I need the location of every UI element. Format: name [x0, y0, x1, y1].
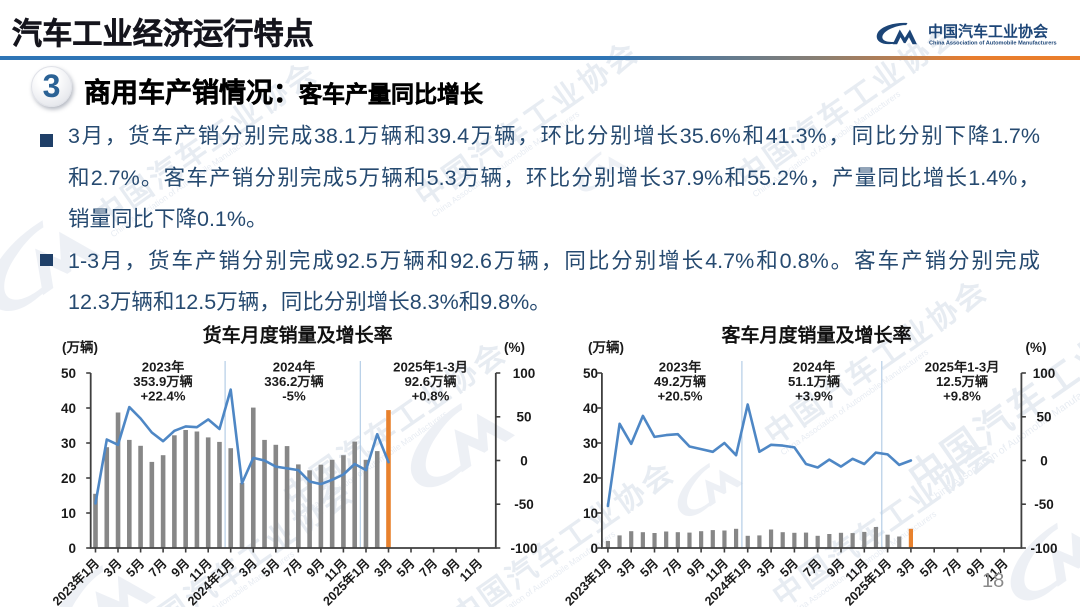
svg-text:-50: -50: [514, 497, 534, 512]
svg-text:-50: -50: [1034, 497, 1054, 512]
svg-text:5月: 5月: [777, 556, 801, 580]
svg-text:40: 40: [61, 401, 76, 416]
svg-text:2025年1-3月: 2025年1-3月: [925, 359, 1000, 375]
svg-text:336.2万辆: 336.2万辆: [264, 373, 323, 389]
svg-text:3月: 3月: [371, 556, 395, 580]
svg-text:7月: 7月: [146, 556, 170, 580]
svg-text:2025年1-3月: 2025年1-3月: [393, 359, 468, 375]
svg-text:0: 0: [68, 541, 76, 556]
svg-text:3月: 3月: [754, 556, 778, 580]
svg-text:+3.9%: +3.9%: [795, 389, 833, 404]
svg-text:(%): (%): [504, 340, 525, 355]
svg-text:5月: 5月: [259, 556, 283, 580]
svg-text:5月: 5月: [637, 556, 661, 580]
svg-text:-5%: -5%: [282, 389, 306, 404]
svg-text:20: 20: [583, 471, 598, 486]
svg-text:2024年: 2024年: [273, 359, 316, 375]
svg-text:50: 50: [583, 366, 598, 381]
svg-text:5月: 5月: [917, 556, 941, 580]
svg-text:10: 10: [61, 506, 76, 521]
svg-text:(%): (%): [1026, 340, 1047, 355]
svg-text:50: 50: [61, 366, 76, 381]
svg-text:+22.4%: +22.4%: [140, 389, 185, 404]
svg-text:+9.8%: +9.8%: [943, 389, 981, 404]
svg-text:100: 100: [1033, 366, 1056, 381]
svg-text:30: 30: [61, 436, 76, 451]
svg-text:30: 30: [583, 436, 598, 451]
svg-text:7月: 7月: [281, 556, 305, 580]
svg-text:7月: 7月: [661, 556, 685, 580]
svg-text:2023年: 2023年: [142, 359, 185, 375]
svg-text:+0.8%: +0.8%: [412, 389, 450, 404]
svg-text:中国汽车工业协会: 中国汽车工业协会: [928, 22, 1048, 40]
svg-text:51.1万辆: 51.1万辆: [788, 373, 840, 389]
svg-text:100: 100: [513, 366, 536, 381]
svg-text:China Association of Automobil: China Association of Automobile Manufact…: [929, 41, 1057, 47]
svg-text:50: 50: [1036, 410, 1051, 425]
svg-text:3月: 3月: [614, 556, 638, 580]
svg-text:(万辆): (万辆): [588, 339, 624, 355]
svg-text:7月: 7月: [801, 556, 825, 580]
svg-text:5月: 5月: [394, 556, 418, 580]
svg-text:5月: 5月: [124, 556, 148, 580]
svg-text:(万辆): (万辆): [62, 339, 98, 355]
svg-text:货车月度销量及增长率: 货车月度销量及增长率: [203, 324, 393, 347]
svg-text:92.6万辆: 92.6万辆: [404, 373, 456, 389]
svg-text:2023年: 2023年: [659, 359, 702, 375]
svg-text:客车月度销量及增长率: 客车月度销量及增长率: [721, 324, 911, 347]
svg-text:0: 0: [590, 541, 598, 556]
svg-text:2023年1月: 2023年1月: [562, 556, 615, 607]
svg-text:3月: 3月: [236, 556, 260, 580]
svg-text:10: 10: [583, 506, 598, 521]
svg-text:20: 20: [61, 471, 76, 486]
svg-text:2024年: 2024年: [793, 359, 836, 375]
svg-text:3月: 3月: [894, 556, 918, 580]
svg-text:7月: 7月: [940, 556, 964, 580]
svg-text:353.9万辆: 353.9万辆: [133, 373, 192, 389]
svg-text:2023年1月: 2023年1月: [49, 556, 102, 607]
svg-text:0: 0: [1040, 453, 1048, 468]
svg-text:11月: 11月: [457, 556, 485, 584]
svg-text:-100: -100: [510, 541, 537, 556]
svg-text:-100: -100: [1030, 541, 1057, 556]
svg-text:0: 0: [520, 453, 528, 468]
svg-text:12.5万辆: 12.5万辆: [936, 373, 988, 389]
svg-text:7月: 7月: [417, 556, 441, 580]
svg-text:49.2万辆: 49.2万辆: [654, 373, 706, 389]
svg-text:+20.5%: +20.5%: [657, 389, 702, 404]
svg-text:50: 50: [516, 410, 531, 425]
svg-text:3月: 3月: [101, 556, 125, 580]
svg-text:40: 40: [583, 401, 598, 416]
